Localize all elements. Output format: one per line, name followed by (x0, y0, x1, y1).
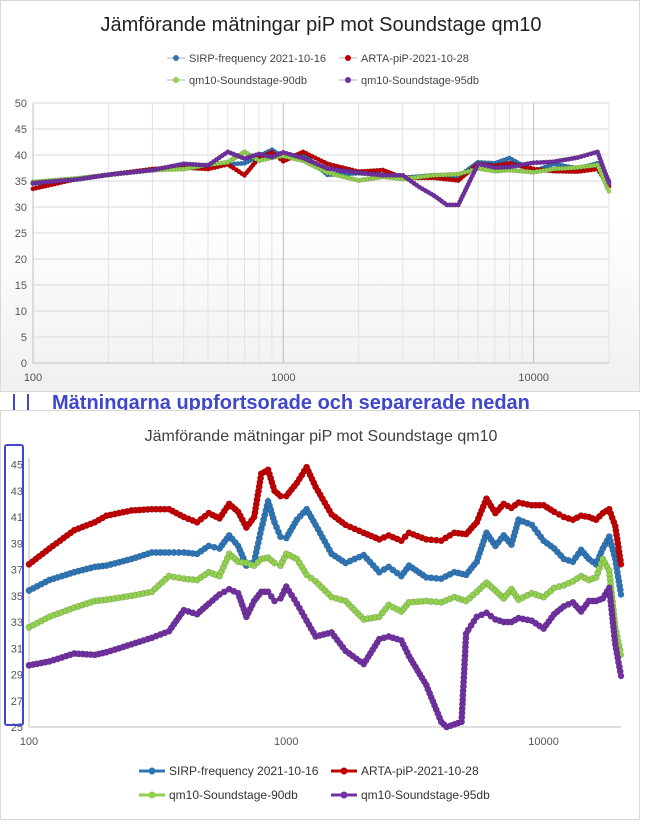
legend-marker (148, 767, 156, 775)
legend-item: qm10-Soundstage-95db (339, 75, 479, 87)
top-chart-svg: Jämförande mätningar piP mot Soundstage … (15, 14, 612, 384)
data-point (606, 189, 612, 194)
y-tick-label: 30 (15, 202, 27, 214)
data-point (606, 180, 612, 186)
top-chart: Jämförande mätningar piP mot Soundstage … (0, 0, 640, 392)
y-tick-label: 27 (11, 696, 23, 708)
series-qm10-soundstage-95db (25, 583, 625, 731)
data-point (277, 533, 284, 541)
data-point (397, 537, 405, 545)
series-arta-pip-2021-10-28 (25, 463, 625, 568)
series-line (28, 551, 623, 656)
series-qm10-soundstage-90db (25, 550, 625, 659)
data-point (487, 612, 495, 620)
legend-item: ARTA-piP-2021-10-28 (339, 53, 469, 65)
y-tick-label: 31 (11, 643, 23, 655)
legend-item: ARTA-piP-2021-10-28 (331, 764, 479, 778)
legend-label: SIRP-frequency 2021-10-16 (189, 53, 326, 65)
axis-highlight-bracket (4, 444, 24, 726)
y-tick-label: 45 (15, 124, 27, 136)
x-tick-label: 1000 (271, 372, 295, 384)
y-tick-label: 43 (11, 486, 23, 498)
legend-label: qm10-Soundstage-95db (361, 75, 479, 87)
y-tick-label: 33 (11, 617, 23, 629)
caption-text: Mätningarna uppfortsorade och separerade… (52, 392, 530, 414)
legend-marker (345, 77, 351, 83)
legend-item: qm10-Soundstage-90db (167, 75, 307, 87)
y-tick-label: 10 (15, 306, 27, 318)
series-sirp-frequency-2021-10-16 (25, 496, 625, 598)
bottom-chart: Jämförande mätningar piP mot Soundstage … (0, 410, 640, 820)
y-tick-label: 0 (21, 358, 27, 370)
legend-marker (340, 767, 348, 775)
y-tick-label: 29 (11, 670, 23, 682)
legend-marker (173, 77, 179, 83)
legend-label: ARTA-piP-2021-10-28 (361, 53, 469, 65)
legend-item: qm10-Soundstage-95db (331, 788, 490, 802)
chart-title: Jämförande mätningar piP mot Soundstage … (145, 428, 498, 445)
bottom-chart-svg: Jämförande mätningar piP mot Soundstage … (11, 428, 625, 802)
x-tick-label: 100 (20, 736, 38, 748)
legend-marker (148, 791, 156, 799)
data-point (264, 588, 272, 596)
y-tick-label: 50 (15, 98, 27, 110)
x-tick-label: 100 (24, 372, 42, 384)
y-tick-label: 15 (15, 280, 27, 292)
data-point (617, 591, 625, 598)
data-point (483, 609, 490, 617)
y-tick-label: 40 (15, 150, 27, 162)
legend-label: ARTA-piP-2021-10-28 (361, 764, 479, 778)
legend-marker (345, 55, 351, 61)
y-tick-label: 41 (11, 512, 23, 524)
data-point (303, 571, 311, 579)
x-tick-label: 10000 (528, 736, 559, 748)
y-tick-label: 39 (11, 538, 23, 550)
y-tick-label: 35 (11, 591, 23, 603)
data-point (307, 574, 315, 582)
legend-label: qm10-Soundstage-90db (189, 75, 307, 87)
y-tick-label: 37 (11, 565, 23, 577)
data-point (271, 597, 278, 605)
legend-item: SIRP-frequency 2021-10-16 (167, 53, 326, 65)
legend-marker (173, 55, 179, 61)
y-tick-label: 20 (15, 254, 27, 266)
chart-title: Jämförande mätningar piP mot Soundstage … (100, 14, 541, 36)
legend-item: SIRP-frequency 2021-10-16 (139, 764, 319, 778)
x-tick-label: 1000 (274, 736, 298, 748)
y-tick-label: 5 (21, 332, 27, 344)
legend-label: qm10-Soundstage-95db (361, 788, 490, 802)
data-point (271, 559, 278, 567)
data-point (617, 672, 625, 680)
data-point (277, 492, 284, 500)
data-point (267, 592, 275, 600)
data-point (617, 561, 625, 568)
series-qm10-soundstage-95db (30, 149, 612, 208)
y-tick-label: 25 (15, 228, 27, 240)
legend-label: qm10-Soundstage-90db (169, 788, 298, 802)
legend-label: SIRP-frequency 2021-10-16 (169, 764, 319, 778)
y-tick-label: 35 (15, 176, 27, 188)
series-line (28, 583, 623, 729)
x-tick-label: 10000 (518, 372, 549, 384)
y-tick-label: 45 (11, 460, 23, 472)
legend-item: qm10-Soundstage-90db (139, 788, 298, 802)
legend-marker (340, 791, 348, 799)
